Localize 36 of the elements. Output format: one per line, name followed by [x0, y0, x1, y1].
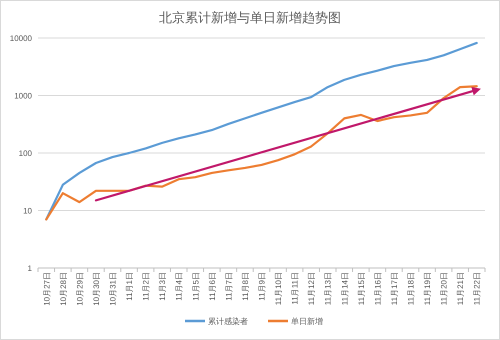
- x-tick-label: 11月11日: [290, 272, 300, 305]
- y-tick-label: 10000: [10, 34, 33, 43]
- x-tick-label: 11月2日: [142, 272, 151, 301]
- x-tick-label: 10月29日: [75, 272, 84, 306]
- x-tick-label: 11月8日: [240, 272, 250, 301]
- x-tick-label: 11月4日: [174, 272, 184, 301]
- chart-title: 北京累计新增与单日新增趋势图: [159, 10, 341, 25]
- y-tick-label: 1: [28, 264, 33, 273]
- x-tick-label: 11月15日: [356, 272, 366, 306]
- x-tick-label: 11月7日: [224, 272, 234, 301]
- x-tick-label: 11月5日: [191, 272, 200, 301]
- line-series: [45, 85, 478, 221]
- x-tick-label: 11月14日: [340, 272, 350, 306]
- x-tick-label: 10月31日: [108, 272, 118, 306]
- x-tick-label: 11月21日: [456, 272, 466, 306]
- legend-label: 累计感染者: [208, 317, 248, 326]
- x-tick-label: 10月28日: [58, 272, 68, 306]
- x-tick-label: 10月27日: [42, 272, 52, 306]
- legend-label: 单日新增: [291, 317, 323, 326]
- x-tick-label: 11月13日: [324, 272, 333, 306]
- x-tick-label: 11月22日: [472, 272, 482, 306]
- x-tick-label: 11月6日: [208, 272, 217, 301]
- x-tick-label: 11月9日: [258, 272, 266, 301]
- y-tick-label: 10: [23, 206, 33, 216]
- x-tick-label: 11月1日: [125, 272, 134, 301]
- x-tick-label: 11月16日: [373, 272, 382, 306]
- x-tick-label: 11月12日: [307, 272, 316, 306]
- x-tick-label: 11月3日: [158, 272, 168, 301]
- x-tick-label: 11月18日: [406, 272, 416, 306]
- y-tick-label: 1000: [14, 92, 33, 100]
- x-tick-label: 10月30日: [92, 272, 101, 306]
- x-tick-label: 11月19日: [423, 272, 432, 306]
- y-tick-label: 100: [18, 149, 33, 158]
- x-tick-label: 11月20日: [440, 272, 449, 306]
- x-tick-label: 11月17日: [390, 272, 399, 306]
- x-tick-label: 11月10日: [274, 272, 284, 306]
